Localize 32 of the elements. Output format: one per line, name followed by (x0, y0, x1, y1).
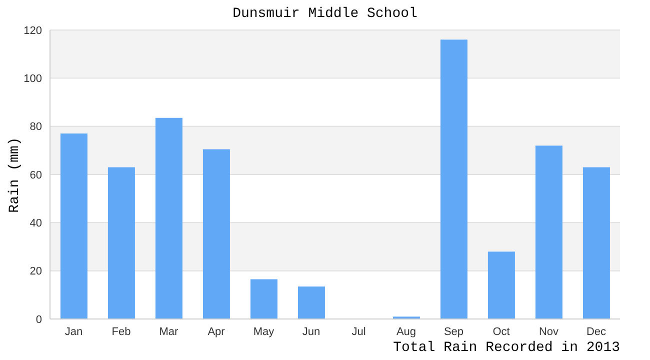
x-axis-title: Total Rain Recorded in 2013 (393, 340, 620, 356)
bar (202, 149, 230, 319)
x-tick-label: Dec (586, 326, 607, 338)
x-tick-label: Apr (208, 326, 226, 338)
x-tick-label: Nov (538, 326, 560, 338)
bar (582, 167, 610, 319)
y-tick-label: 80 (30, 121, 42, 134)
y-tick-label: 0 (36, 314, 42, 326)
x-tick-label: Jul (352, 326, 366, 338)
bar (488, 252, 515, 319)
x-tick-label: Feb (112, 326, 131, 338)
x-tick-label: Mar (159, 326, 179, 338)
x-tick-label: Oct (492, 326, 510, 338)
x-tick-label: Jun (302, 326, 320, 338)
x-tick-label: Aug (396, 326, 416, 338)
bar (440, 40, 468, 319)
x-tick-label: Jan (64, 326, 83, 338)
chart-title: Dunsmuir Middle School (232, 6, 418, 22)
bar (60, 134, 88, 319)
y-axis-title: Rain (mm) (7, 136, 23, 212)
x-tick-label: Sep (444, 326, 464, 338)
bar (155, 118, 182, 319)
y-tick-label: 20 (30, 266, 42, 278)
x-tick-label: May (253, 326, 275, 338)
y-tick-label: 100 (24, 73, 42, 86)
y-tick-label: 40 (30, 218, 42, 230)
bar (535, 146, 562, 319)
bar (250, 279, 278, 319)
y-tick-label: 120 (24, 24, 42, 37)
bar (108, 167, 135, 319)
y-tick-label: 60 (30, 169, 42, 182)
bar (298, 286, 325, 319)
